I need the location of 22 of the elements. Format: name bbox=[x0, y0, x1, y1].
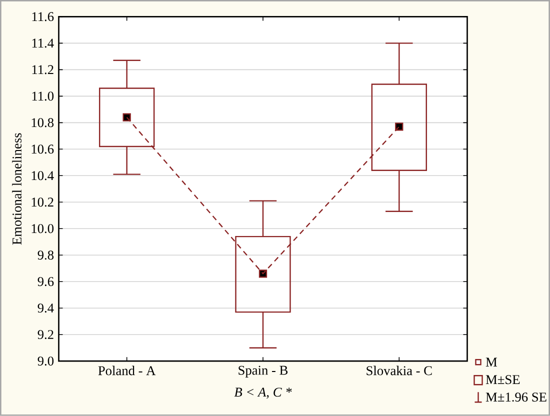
text: M±1.96 SE bbox=[486, 392, 546, 402]
y-tick-label: 9.2 bbox=[38, 330, 54, 340]
y-tick-label: 10.2 bbox=[32, 198, 54, 207]
y-axis-title: Emotional loneliness bbox=[12, 133, 22, 245]
text: M±SE bbox=[486, 375, 520, 384]
text: B < A, C * bbox=[234, 388, 292, 399]
x-tick-label: Poland - A bbox=[98, 366, 156, 376]
y-tick-label: 10.6 bbox=[32, 144, 54, 154]
y-tick-label: 10.8 bbox=[32, 118, 54, 128]
y-tick-label: 9.6 bbox=[38, 277, 54, 286]
x-tick-label: Spain - B bbox=[238, 366, 288, 378]
y-tick-label: 11.2 bbox=[32, 65, 54, 74]
y-tick-label: 11.4 bbox=[32, 38, 54, 48]
y-tick-label: 9.8 bbox=[38, 250, 54, 260]
x-tick-label: Slovakia - C bbox=[366, 366, 432, 376]
y-tick-label: 9.4 bbox=[38, 304, 54, 313]
y-tick-label: 11.6 bbox=[32, 12, 54, 22]
y-tick-label: 10.0 bbox=[32, 224, 54, 234]
y-tick-label: 10.4 bbox=[32, 171, 54, 180]
y-tick-label: 9.0 bbox=[38, 356, 54, 366]
y-tick-label: 11.0 bbox=[32, 92, 54, 101]
text: M bbox=[486, 358, 498, 367]
